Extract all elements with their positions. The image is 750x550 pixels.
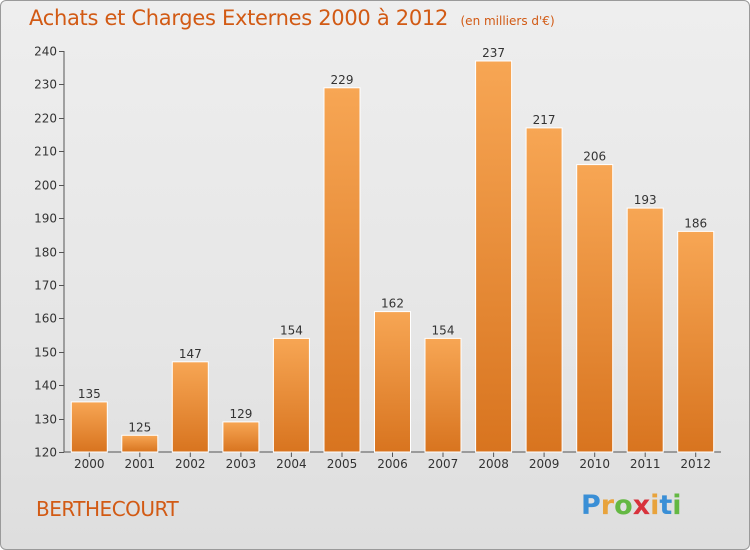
proxiti-logo: Proxiti (581, 490, 682, 521)
y-tick-label: 200 (34, 179, 57, 193)
x-tick-label: 2004 (276, 457, 307, 471)
data-label: 135 (78, 387, 101, 401)
y-tick-label: 160 (34, 312, 57, 326)
bar (475, 60, 513, 453)
data-label: 206 (583, 150, 606, 164)
y-tick-label: 150 (34, 346, 57, 360)
bar (70, 401, 108, 453)
x-tick-label: 2006 (377, 457, 408, 471)
bar (576, 164, 614, 453)
logo-letter: o (614, 490, 633, 521)
logo-letter: r (600, 490, 615, 521)
chart-header: Achats et Charges Externes 2000 à 2012 (… (29, 6, 555, 30)
data-label: 237 (482, 46, 505, 60)
chart-subtitle: (en milliers d'€) (460, 14, 555, 28)
axes: 120 130 140 150 160 170 180 190 200 210 220 230 240 (34, 45, 721, 460)
x-tick-label: 2002 (175, 457, 206, 471)
y-tick-label: 230 (34, 78, 57, 92)
x-tick-label: 2010 (579, 457, 610, 471)
x-tick-label: 2012 (680, 457, 711, 471)
logo-letter: t (659, 490, 673, 521)
y-tick-label: 140 (34, 379, 57, 393)
data-label: 217 (533, 113, 556, 127)
data-label: 193 (634, 193, 657, 207)
logo-letter: i (672, 490, 682, 521)
data-label: 125 (128, 420, 151, 434)
x-tick-label: 2005 (327, 457, 358, 471)
logo-letter: P (581, 490, 601, 521)
logo-letter: x (632, 490, 651, 521)
y-tick-label: 120 (34, 446, 57, 460)
logo-letter: i (650, 490, 660, 521)
y-tick-label: 170 (34, 279, 57, 293)
data-label: 129 (229, 407, 252, 421)
data-label: 154 (432, 323, 455, 337)
bar (171, 361, 209, 453)
x-tick-label: 2008 (478, 457, 509, 471)
x-tick-label: 2000 (74, 457, 105, 471)
data-label: 162 (381, 297, 404, 311)
data-label: 154 (280, 323, 303, 337)
labels-group: 135 2000 125 2001 147 2002 129 2003 154 2004 229 20… (74, 46, 711, 471)
y-tick-label: 180 (34, 246, 57, 260)
bar (677, 230, 715, 453)
x-tick-label: 2003 (226, 457, 257, 471)
bar (424, 337, 462, 453)
chart-title: Achats et Charges Externes 2000 à 2012 (29, 6, 449, 30)
x-tick-label: 2001 (125, 457, 156, 471)
bar (272, 337, 310, 453)
x-tick-label: 2007 (428, 457, 459, 471)
commune-name: BERTHECOURT (36, 497, 179, 521)
y-tick-label: 130 (34, 413, 57, 427)
bar (222, 421, 260, 453)
bar (323, 87, 361, 453)
bar (525, 127, 563, 453)
data-label: 186 (684, 216, 707, 230)
bar (121, 434, 159, 453)
x-tick-label: 2011 (630, 457, 661, 471)
data-label: 229 (331, 73, 354, 87)
y-tick-label: 210 (34, 145, 57, 159)
x-tick-label: 2009 (529, 457, 560, 471)
bar (374, 311, 411, 453)
y-tick-label: 190 (34, 212, 57, 226)
y-tick-label: 240 (34, 45, 57, 59)
bar (626, 207, 664, 453)
data-label: 147 (179, 347, 202, 361)
bars-group (70, 60, 715, 453)
y-tick-label: 220 (34, 112, 57, 126)
